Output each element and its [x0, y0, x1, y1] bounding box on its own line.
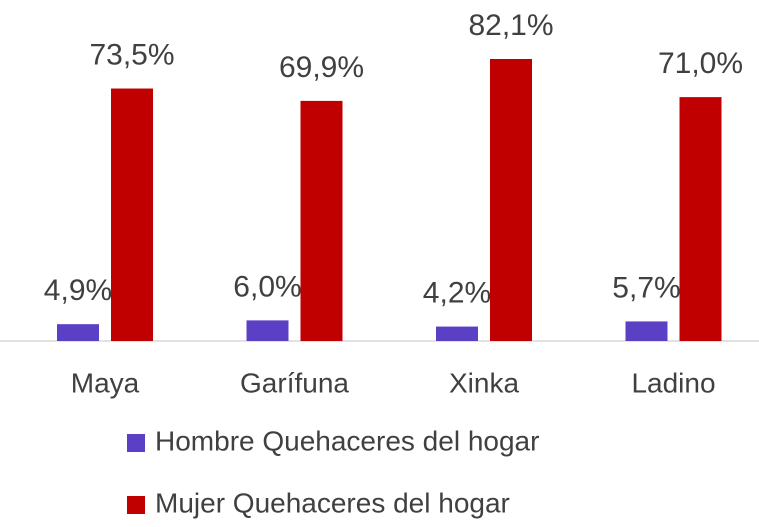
legend-swatch — [127, 496, 145, 514]
bar — [57, 324, 99, 341]
data-label: 73,5% — [89, 38, 174, 71]
data-label: 82,1% — [468, 9, 553, 42]
bar — [246, 320, 289, 341]
data-label: 5,7% — [612, 271, 680, 304]
legend-swatch — [127, 434, 145, 452]
data-label: 4,2% — [423, 276, 491, 309]
data-label: 6,0% — [233, 270, 301, 303]
data-label: 69,9% — [279, 51, 364, 84]
x-tick-label: Xinka — [449, 367, 519, 398]
data-label: 71,0% — [658, 47, 743, 80]
bar — [436, 326, 478, 341]
bar — [490, 58, 532, 341]
bar — [679, 97, 722, 342]
bar — [300, 100, 343, 342]
bar — [111, 88, 153, 341]
data-label: 4,9% — [44, 274, 112, 307]
legend-label: Mujer Quehaceres del hogar — [155, 487, 510, 518]
x-tick-label: Garífuna — [240, 367, 349, 398]
x-tick-label: Ladino — [631, 367, 715, 398]
bar — [625, 321, 668, 341]
x-tick-label: Maya — [71, 367, 140, 398]
legend-label: Hombre Quehaceres del hogar — [155, 425, 539, 456]
